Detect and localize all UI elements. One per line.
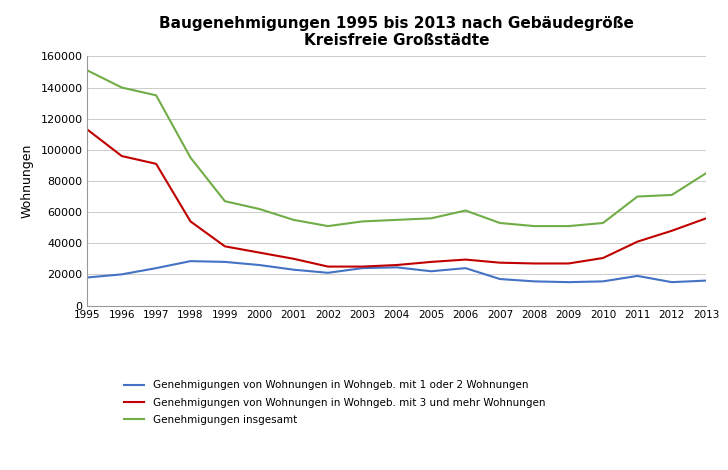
Genehmigungen insgesamt <box>702 170 711 176</box>
Genehmigungen von Wohnungen in Wohngeb. mit 3 und mehr Wohnungen <box>530 261 539 266</box>
Genehmigungen insgesamt <box>186 155 195 160</box>
Genehmigungen von Wohnungen in Wohngeb. mit 3 und mehr Wohnungen <box>496 260 505 266</box>
Genehmigungen von Wohnungen in Wohngeb. mit 1 oder 2 Wohnungen <box>633 273 642 279</box>
Genehmigungen von Wohnungen in Wohngeb. mit 1 oder 2 Wohnungen <box>324 270 333 275</box>
Genehmigungen von Wohnungen in Wohngeb. mit 3 und mehr Wohnungen <box>186 219 195 224</box>
Genehmigungen von Wohnungen in Wohngeb. mit 3 und mehr Wohnungen <box>289 256 298 262</box>
Genehmigungen von Wohnungen in Wohngeb. mit 1 oder 2 Wohnungen <box>151 265 160 271</box>
Genehmigungen von Wohnungen in Wohngeb. mit 3 und mehr Wohnungen <box>633 239 642 244</box>
Genehmigungen von Wohnungen in Wohngeb. mit 3 und mehr Wohnungen <box>117 153 126 159</box>
Genehmigungen von Wohnungen in Wohngeb. mit 3 und mehr Wohnungen <box>392 262 401 268</box>
Genehmigungen insgesamt <box>289 217 298 223</box>
Genehmigungen von Wohnungen in Wohngeb. mit 3 und mehr Wohnungen <box>668 228 676 234</box>
Genehmigungen von Wohnungen in Wohngeb. mit 1 oder 2 Wohnungen <box>564 279 573 285</box>
Genehmigungen insgesamt <box>633 194 642 199</box>
Genehmigungen von Wohnungen in Wohngeb. mit 1 oder 2 Wohnungen <box>358 265 367 271</box>
Genehmigungen von Wohnungen in Wohngeb. mit 1 oder 2 Wohnungen <box>598 279 607 284</box>
Genehmigungen insgesamt <box>461 208 470 213</box>
Genehmigungen von Wohnungen in Wohngeb. mit 1 oder 2 Wohnungen <box>530 279 539 284</box>
Genehmigungen von Wohnungen in Wohngeb. mit 3 und mehr Wohnungen <box>221 243 229 249</box>
Genehmigungen von Wohnungen in Wohngeb. mit 1 oder 2 Wohnungen <box>461 265 470 271</box>
Genehmigungen insgesamt <box>598 220 607 226</box>
Genehmigungen von Wohnungen in Wohngeb. mit 3 und mehr Wohnungen <box>324 264 333 269</box>
Legend: Genehmigungen von Wohnungen in Wohngeb. mit 1 oder 2 Wohnungen, Genehmigungen vo: Genehmigungen von Wohnungen in Wohngeb. … <box>124 380 545 425</box>
Genehmigungen insgesamt <box>392 217 401 223</box>
Genehmigungen von Wohnungen in Wohngeb. mit 3 und mehr Wohnungen <box>702 215 711 221</box>
Genehmigungen von Wohnungen in Wohngeb. mit 1 oder 2 Wohnungen <box>668 279 676 285</box>
Genehmigungen von Wohnungen in Wohngeb. mit 1 oder 2 Wohnungen <box>289 267 298 273</box>
Genehmigungen von Wohnungen in Wohngeb. mit 3 und mehr Wohnungen <box>151 161 160 167</box>
Genehmigungen insgesamt <box>324 223 333 229</box>
Genehmigungen von Wohnungen in Wohngeb. mit 1 oder 2 Wohnungen <box>255 262 264 268</box>
Genehmigungen insgesamt <box>255 206 264 212</box>
Genehmigungen von Wohnungen in Wohngeb. mit 1 oder 2 Wohnungen <box>702 278 711 283</box>
Genehmigungen von Wohnungen in Wohngeb. mit 1 oder 2 Wohnungen <box>496 276 505 282</box>
Genehmigungen von Wohnungen in Wohngeb. mit 3 und mehr Wohnungen <box>358 264 367 269</box>
Genehmigungen von Wohnungen in Wohngeb. mit 3 und mehr Wohnungen <box>564 261 573 266</box>
Genehmigungen von Wohnungen in Wohngeb. mit 3 und mehr Wohnungen <box>461 257 470 262</box>
Genehmigungen von Wohnungen in Wohngeb. mit 1 oder 2 Wohnungen <box>221 259 229 265</box>
Genehmigungen von Wohnungen in Wohngeb. mit 3 und mehr Wohnungen <box>255 250 264 255</box>
Genehmigungen von Wohnungen in Wohngeb. mit 3 und mehr Wohnungen <box>427 259 435 265</box>
Line: Genehmigungen von Wohnungen in Wohngeb. mit 1 oder 2 Wohnungen: Genehmigungen von Wohnungen in Wohngeb. … <box>87 261 706 282</box>
Genehmigungen von Wohnungen in Wohngeb. mit 1 oder 2 Wohnungen <box>186 258 195 264</box>
Genehmigungen insgesamt <box>427 215 435 221</box>
Title: Baugenehmigungen 1995 bis 2013 nach Gebäudegröße
Kreisfreie Großstädte: Baugenehmigungen 1995 bis 2013 nach Gebä… <box>159 16 634 48</box>
Genehmigungen von Wohnungen in Wohngeb. mit 1 oder 2 Wohnungen <box>117 272 126 277</box>
Genehmigungen insgesamt <box>151 93 160 98</box>
Genehmigungen insgesamt <box>117 85 126 90</box>
Genehmigungen insgesamt <box>358 219 367 224</box>
Genehmigungen von Wohnungen in Wohngeb. mit 3 und mehr Wohnungen <box>598 255 607 261</box>
Genehmigungen von Wohnungen in Wohngeb. mit 1 oder 2 Wohnungen <box>427 268 435 274</box>
Y-axis label: Wohnungen: Wohnungen <box>20 144 33 218</box>
Genehmigungen insgesamt <box>530 223 539 229</box>
Genehmigungen insgesamt <box>564 223 573 229</box>
Line: Genehmigungen von Wohnungen in Wohngeb. mit 3 und mehr Wohnungen: Genehmigungen von Wohnungen in Wohngeb. … <box>87 130 706 266</box>
Genehmigungen insgesamt <box>83 68 92 73</box>
Genehmigungen insgesamt <box>496 220 505 226</box>
Genehmigungen von Wohnungen in Wohngeb. mit 3 und mehr Wohnungen <box>83 127 92 133</box>
Genehmigungen insgesamt <box>221 198 229 204</box>
Genehmigungen von Wohnungen in Wohngeb. mit 1 oder 2 Wohnungen <box>392 265 401 270</box>
Line: Genehmigungen insgesamt: Genehmigungen insgesamt <box>87 70 706 226</box>
Genehmigungen insgesamt <box>668 192 676 198</box>
Genehmigungen von Wohnungen in Wohngeb. mit 1 oder 2 Wohnungen <box>83 274 92 280</box>
